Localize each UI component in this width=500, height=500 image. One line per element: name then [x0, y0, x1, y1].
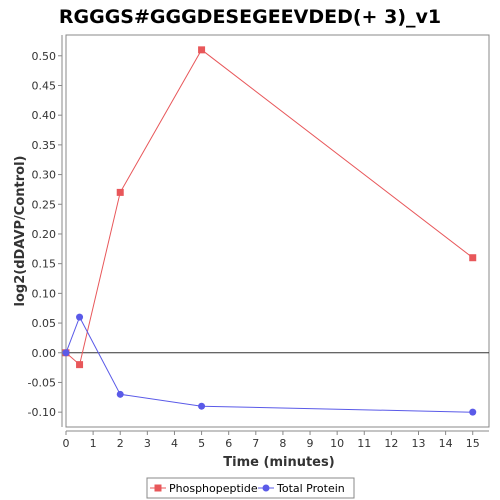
x-tick-label: 6 — [225, 437, 232, 450]
legend-marker — [262, 484, 270, 492]
legend-marker — [154, 484, 162, 492]
data-point — [198, 46, 206, 54]
y-tick-label: 0.25 — [32, 198, 57, 211]
legend-box — [146, 477, 355, 499]
data-point — [62, 349, 70, 357]
y-tick-label: -0.05 — [28, 376, 56, 389]
legend-label: Phosphopeptide — [169, 482, 258, 495]
x-tick-label: 14 — [439, 437, 453, 450]
y-tick-label: 0.05 — [32, 317, 57, 330]
data-point — [116, 390, 124, 398]
y-tick-label: 0.20 — [32, 228, 57, 241]
plot-area — [65, 34, 490, 428]
x-axis-label: Time (minutes) — [223, 455, 334, 470]
y-tick-label: -0.10 — [28, 406, 56, 419]
y-axis-label: log2(dDAVP/Control) — [13, 156, 28, 307]
y-tick-label: 0.10 — [32, 287, 57, 300]
legend: Phosphopeptide Total Protein — [146, 477, 355, 499]
legend-item: Phosphopeptide — [150, 482, 258, 495]
data-point — [76, 313, 84, 321]
x-tick-label: 10 — [330, 437, 344, 450]
data-point — [116, 188, 124, 196]
y-tick-label: 0.35 — [32, 139, 57, 152]
x-tick-label: 5 — [198, 437, 205, 450]
legend-label: Total Protein — [276, 482, 345, 495]
x-tick-label: 11 — [357, 437, 371, 450]
x-tick-label: 15 — [466, 437, 480, 450]
y-tick-label: 0.40 — [32, 109, 57, 122]
y-tick-label: 0.15 — [32, 258, 57, 271]
x-tick-label: 13 — [412, 437, 426, 450]
y-tick-label: 0.00 — [32, 347, 57, 360]
y-tick-label: 0.50 — [32, 50, 57, 63]
x-axis: 0 1 2 3 4 5 6 7 8 9 10 11 12 13 14 15 — [63, 430, 489, 450]
x-tick-label: 8 — [279, 437, 286, 450]
x-tick-label: 0 — [63, 437, 70, 450]
series-total-protein — [62, 313, 477, 416]
x-tick-label: 4 — [171, 437, 178, 450]
data-point — [76, 361, 84, 369]
series-layer — [62, 46, 477, 416]
data-point — [469, 408, 477, 416]
x-tick-label: 1 — [90, 437, 97, 450]
x-tick-label: 7 — [252, 437, 259, 450]
x-tick-label: 12 — [384, 437, 398, 450]
chart-title: RGGGS#GGGDESEGEEVDED(+ 3)_v1 — [59, 6, 441, 28]
y-axis: -0.10 -0.05 0.00 0.05 0.10 0.15 0.20 0.25 0.30 0.… — [28, 35, 63, 427]
legend-item: Total Protein — [258, 482, 345, 495]
x-tick-label: 9 — [307, 437, 314, 450]
x-tick-label: 3 — [144, 437, 151, 450]
x-tick-label: 2 — [117, 437, 124, 450]
data-point — [198, 402, 206, 410]
y-tick-label: 0.30 — [32, 169, 57, 182]
y-tick-label: 0.45 — [32, 79, 57, 92]
data-point — [469, 254, 477, 262]
